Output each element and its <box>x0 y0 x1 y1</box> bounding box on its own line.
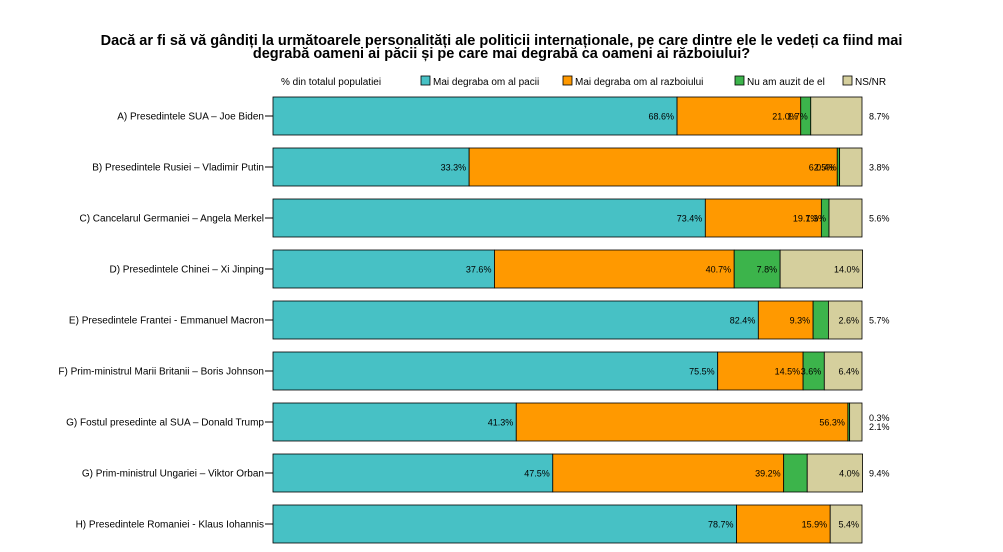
bar-segment-6-3 <box>849 402 863 442</box>
category-label-5: F) Prim-ministrul Marii Britanii – Boris… <box>58 367 264 378</box>
data-label-5-0: 75.5% <box>689 367 715 377</box>
legend-swatch-1 <box>562 75 573 86</box>
bar-segment-2-0 <box>272 198 706 238</box>
data-label-3-2: 7.8% <box>757 265 778 275</box>
bar-segment-8-0 <box>272 504 737 544</box>
chart-title-line-2: degrabă oameni ai păcii și pe care mai d… <box>252 46 751 62</box>
data-label-8-3: 5.4% <box>838 520 859 530</box>
outside-label-1-0: 3.8% <box>869 163 890 173</box>
data-label-5-3: 6.4% <box>838 367 859 377</box>
data-label-8-0: 78.7% <box>708 520 734 530</box>
data-label-2-2: 1.3% <box>806 214 827 224</box>
bar-segment-2-3 <box>828 198 863 238</box>
data-label-7-3: 4.0% <box>839 469 860 479</box>
data-label-7-1: 39.2% <box>755 469 781 479</box>
data-label-2-1: 19.7% <box>793 214 819 224</box>
bar-segment-5-3 <box>823 351 863 391</box>
data-label-1-2: 0.4% <box>816 163 837 173</box>
bar-segment-6-0 <box>272 402 517 442</box>
bar-segment-8-3 <box>829 504 863 544</box>
outside-label-4-0: 5.7% <box>869 316 890 326</box>
bar-segment-6-1 <box>515 402 849 442</box>
bar-segment-3-3 <box>779 249 863 289</box>
category-label-4: E) Presedintele Frantei - Emmanuel Macro… <box>69 316 264 327</box>
data-label-3-3: 14.0% <box>834 265 860 275</box>
data-label-1-0: 33.3% <box>441 163 467 173</box>
bar-segment-1-1 <box>468 147 838 187</box>
category-label-0: A) Presedintele SUA – Joe Biden <box>117 112 264 123</box>
legend-title: % din totalul populatiei <box>281 77 381 88</box>
data-label-7-0: 47.5% <box>524 469 550 479</box>
bar-segment-5-0 <box>272 351 719 391</box>
legend-label-0: Mai degraba om al pacii <box>433 77 539 88</box>
bar-segment-0-3 <box>810 96 863 136</box>
bar-segment-4-2 <box>812 300 829 340</box>
bar-segment-0-1 <box>676 96 802 136</box>
category-label-7: G) Prim-ministrul Ungariei – Viktor Orba… <box>82 469 264 480</box>
data-label-0-1: 21.0% <box>772 112 798 122</box>
category-label-8: H) Presedintele Romaniei - Klaus Iohanni… <box>76 520 264 531</box>
data-label-3-1: 40.7% <box>706 265 732 275</box>
bar-segment-7-1 <box>552 453 785 493</box>
bar-segment-2-1 <box>704 198 822 238</box>
bar-segment-0-0 <box>272 96 678 136</box>
data-label-5-2: 3.6% <box>801 367 822 377</box>
bar-segment-4-1 <box>757 300 814 340</box>
data-label-8-1: 15.9% <box>802 520 828 530</box>
data-label-4-0: 82.4% <box>730 316 756 326</box>
bar-segment-5-1 <box>717 351 804 391</box>
bar-segment-3-1 <box>494 249 735 289</box>
outside-label-6-1: 2.1% <box>869 422 890 432</box>
outside-label-2-0: 5.6% <box>869 214 890 224</box>
data-label-4-3: 2.6% <box>838 316 859 326</box>
outside-label-7-0: 9.4% <box>869 469 890 479</box>
data-label-4-1: 9.3% <box>790 316 811 326</box>
legend-swatch-0 <box>420 75 431 86</box>
data-label-5-1: 14.5% <box>775 367 801 377</box>
outside-label-0-0: 8.7% <box>869 112 890 122</box>
outside-label-6-0: 0.3% <box>869 413 890 423</box>
category-label-3: D) Presedintele Chinei – Xi Jinping <box>109 265 264 276</box>
data-label-2-0: 73.4% <box>677 214 703 224</box>
bar-segment-4-0 <box>272 300 759 340</box>
bar-segment-4-3 <box>828 300 863 340</box>
bar-segment-7-3 <box>806 453 863 493</box>
category-label-1: B) Presedintele Rusiei – Vladimir Putin <box>92 163 264 174</box>
legend-label-2: Nu am auzit de el <box>747 77 825 88</box>
bar-segment-7-2 <box>783 453 808 493</box>
bar-segment-3-2 <box>733 249 781 289</box>
bar-segment-3-0 <box>272 249 495 289</box>
bar-segment-1-3 <box>839 147 863 187</box>
category-label-6: G) Fostul presedinte al SUA – Donald Tru… <box>66 418 264 429</box>
bar-segment-1-0 <box>272 147 470 187</box>
chart-title-line-1: Dacă ar fi să vă gândiți la următoarele … <box>100 33 903 49</box>
legend-swatch-2 <box>734 75 745 86</box>
legend-label-3: NS/NR <box>855 77 886 88</box>
data-label-1-1: 62.5% <box>809 163 835 173</box>
legend-swatch-3 <box>842 75 853 86</box>
data-label-0-2: 1.7% <box>787 112 808 122</box>
data-label-0-0: 68.6% <box>649 112 675 122</box>
bar-segment-7-0 <box>272 453 554 493</box>
category-label-2: C) Cancelarul Germaniei – Angela Merkel <box>79 214 264 225</box>
legend-label-1: Mai degraba om al razboiului <box>575 77 703 88</box>
data-label-3-0: 37.6% <box>466 265 492 275</box>
data-label-6-1: 56.3% <box>819 418 845 428</box>
data-label-6-0: 41.3% <box>488 418 514 428</box>
